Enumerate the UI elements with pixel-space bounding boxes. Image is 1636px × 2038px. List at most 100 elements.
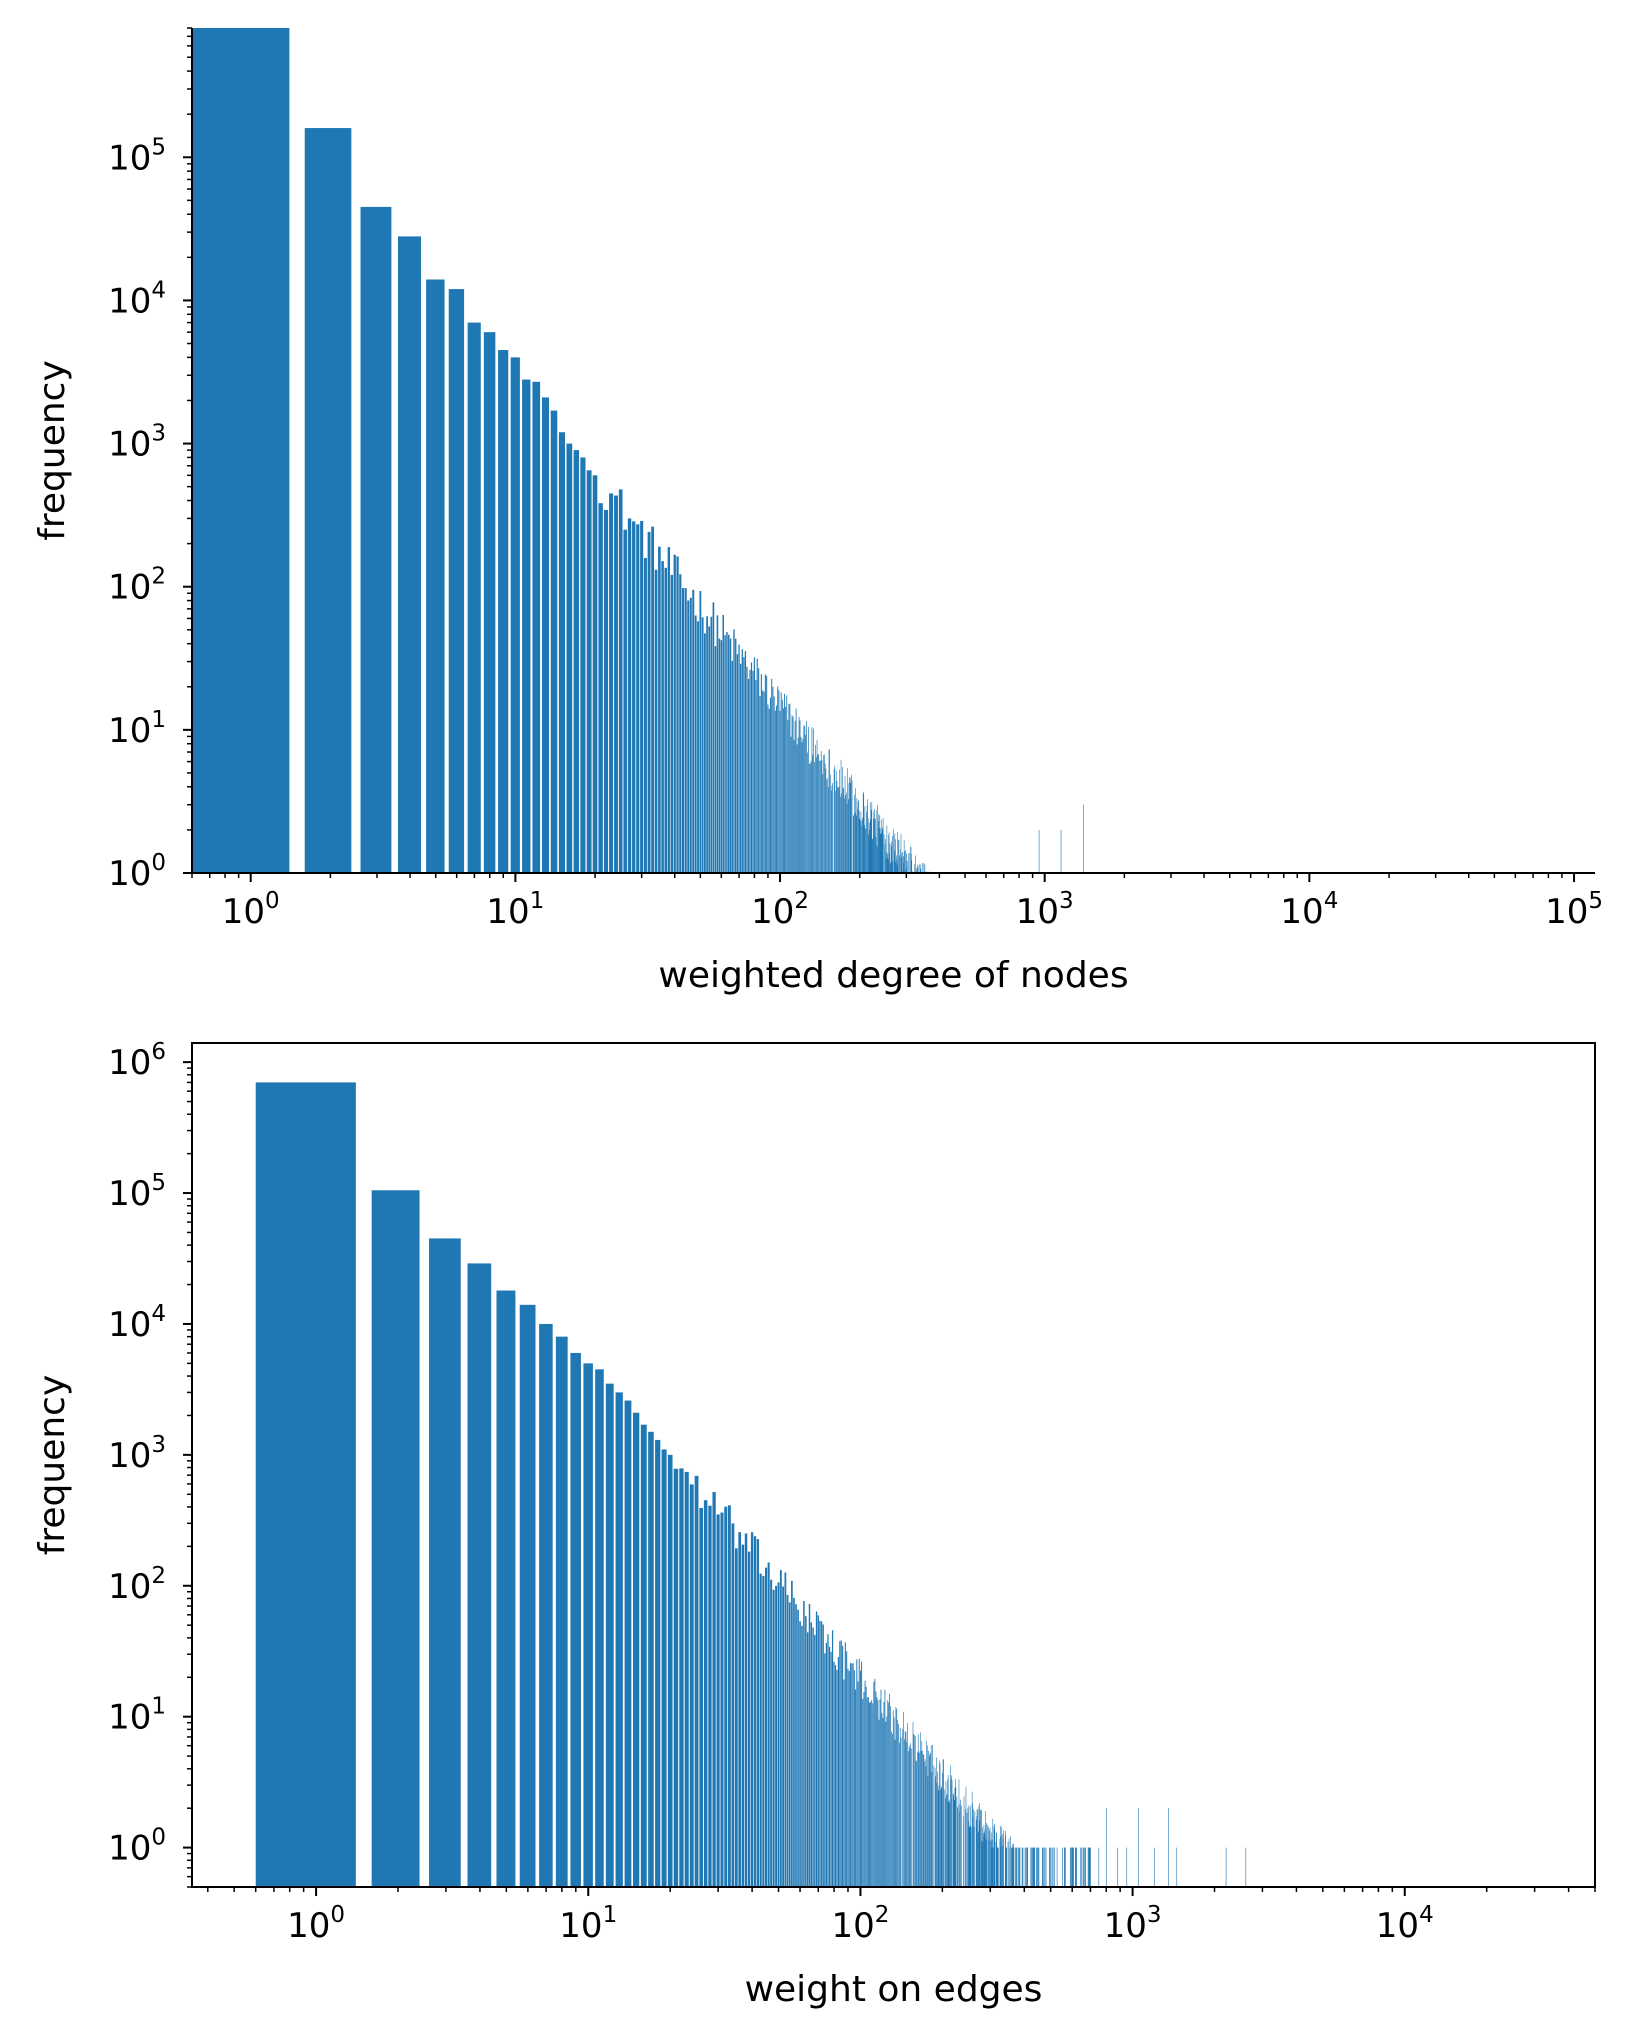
bar	[882, 1717, 884, 1887]
bar	[1006, 1847, 1007, 1887]
bar	[979, 1809, 981, 1887]
bar	[878, 814, 880, 873]
bar	[917, 867, 918, 873]
bar	[955, 1786, 957, 1887]
bar	[1025, 1847, 1027, 1887]
bar	[772, 686, 774, 873]
bar	[756, 1539, 760, 1887]
bar	[797, 1609, 799, 1887]
bar	[822, 774, 824, 873]
bar	[857, 801, 859, 873]
bar	[1007, 1841, 1009, 1887]
bar	[1126, 1847, 1128, 1887]
x-tick-label: 104	[1376, 1902, 1434, 1946]
bar	[994, 1824, 995, 1887]
bar	[881, 819, 883, 873]
bar	[822, 1624, 824, 1887]
bar	[1054, 1847, 1055, 1887]
bar	[873, 1681, 875, 1887]
bar	[1026, 1847, 1028, 1887]
bar	[825, 1642, 828, 1887]
bar	[866, 1697, 868, 1887]
bar	[785, 706, 787, 873]
bar	[872, 839, 873, 873]
bar	[304, 128, 352, 874]
bar	[1010, 1836, 1011, 1887]
bar	[916, 1761, 918, 1887]
bar	[943, 1759, 944, 1887]
bar	[1010, 1847, 1012, 1887]
bar	[946, 1794, 948, 1887]
bar	[832, 782, 833, 873]
bar	[981, 1809, 982, 1887]
bar	[887, 859, 889, 873]
bar	[1033, 1847, 1035, 1887]
bar	[708, 626, 711, 873]
bar	[931, 1771, 933, 1887]
bar	[945, 1798, 946, 1887]
bar	[908, 853, 910, 873]
bar	[825, 768, 827, 873]
bar	[834, 765, 836, 873]
bar	[983, 1836, 984, 1887]
bar	[694, 1475, 699, 1887]
bar	[887, 1700, 889, 1887]
bar	[857, 1681, 859, 1887]
bar	[1032, 1847, 1033, 1887]
bar	[887, 857, 888, 873]
bar	[747, 1551, 751, 1887]
bar	[851, 780, 853, 873]
bar	[836, 1670, 838, 1887]
bar	[1037, 1847, 1039, 1887]
bar	[952, 1793, 954, 1887]
axes-frame	[191, 1042, 1596, 1888]
bar	[894, 833, 896, 873]
bar	[972, 1803, 973, 1887]
bar	[586, 470, 592, 873]
bar	[877, 1700, 879, 1887]
y-tick-label: 105	[108, 1170, 166, 1214]
bar	[869, 802, 871, 873]
bar	[1008, 1838, 1010, 1887]
bar	[850, 1662, 852, 1887]
bar	[894, 850, 895, 873]
y-tick-label: 105	[108, 134, 166, 178]
bar	[1065, 1847, 1066, 1887]
bar	[924, 864, 926, 873]
bar	[767, 1562, 770, 1887]
bar	[1043, 1847, 1044, 1887]
bar	[805, 1616, 807, 1887]
bar	[820, 1621, 823, 1887]
x-ticks: 100 101 102 103 104	[207, 1887, 1596, 1946]
bar	[1015, 1847, 1016, 1887]
bar	[957, 1808, 958, 1887]
x-tick-label: 101	[486, 888, 544, 932]
bar	[898, 839, 899, 873]
bar	[986, 1824, 988, 1887]
bar	[789, 703, 791, 873]
bar	[448, 289, 465, 874]
bar	[840, 1640, 842, 1887]
bar	[701, 617, 704, 873]
bar	[741, 649, 743, 873]
bar	[906, 860, 908, 873]
bar	[875, 836, 877, 873]
bar	[948, 1801, 950, 1887]
bar	[858, 799, 859, 873]
bar	[798, 716, 800, 873]
bar	[904, 1731, 906, 1887]
bar	[820, 760, 821, 873]
bar	[1080, 1847, 1081, 1887]
bar	[636, 524, 640, 873]
bar	[971, 1791, 973, 1887]
bar	[910, 846, 911, 873]
bar	[1001, 1845, 1003, 1887]
bar	[839, 769, 840, 873]
bar	[963, 1796, 965, 1887]
bar	[951, 1780, 953, 1887]
bar	[676, 556, 679, 873]
bar	[1052, 1847, 1053, 1887]
y-axis-label: frequency	[32, 1375, 73, 1556]
bar	[770, 1579, 773, 1887]
